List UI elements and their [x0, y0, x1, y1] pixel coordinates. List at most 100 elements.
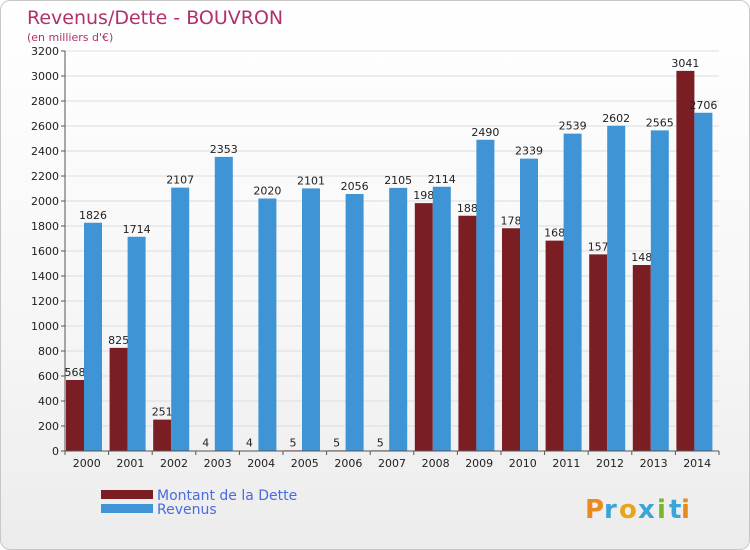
data-label: 2114 — [428, 173, 456, 186]
x-tick-label: 2014 — [683, 457, 711, 470]
bar-revenue — [302, 188, 320, 451]
y-tick-label: 3200 — [31, 45, 59, 58]
logo-letter: t — [669, 495, 681, 525]
x-tick-label: 2002 — [160, 457, 188, 470]
bar-revenue — [476, 139, 495, 451]
data-label: 2056 — [341, 180, 369, 193]
y-tick-label: 200 — [38, 420, 59, 433]
bar-revenue — [389, 187, 408, 451]
data-label: 5 — [377, 436, 384, 449]
bar-revenue — [214, 156, 233, 451]
y-tick-label: 1600 — [31, 245, 59, 258]
bar-debt — [632, 265, 651, 451]
bar-debt — [589, 254, 608, 451]
bar-debt — [66, 380, 84, 451]
x-tick-label: 2013 — [640, 457, 668, 470]
x-tick-label: 2006 — [334, 457, 362, 470]
data-label: 198 — [413, 189, 434, 202]
data-label: 2020 — [253, 185, 281, 198]
x-tick-label: 2003 — [204, 457, 232, 470]
logo-letter: i — [681, 495, 690, 525]
legend-label-debt: Montant de la Dette — [157, 488, 297, 504]
x-tick-label: 2009 — [465, 457, 493, 470]
x-tick-label: 2004 — [247, 457, 275, 470]
y-tick-label: 3000 — [31, 70, 59, 83]
bar-debt — [502, 228, 520, 451]
y-tick-label: 2200 — [31, 170, 59, 183]
data-label: 2339 — [515, 145, 543, 158]
data-label: 2490 — [471, 126, 499, 139]
logo-letter: r — [604, 495, 617, 525]
x-tick-label: 2012 — [596, 457, 624, 470]
data-label: 3041 — [671, 57, 699, 70]
bar-debt — [414, 203, 433, 451]
logo-letter: o — [619, 495, 637, 525]
data-label: 2565 — [646, 116, 674, 129]
bar-revenue — [127, 236, 146, 451]
legend-swatch-revenue — [101, 504, 153, 513]
data-label: 2101 — [297, 174, 325, 187]
y-tick-label: 1400 — [31, 270, 59, 283]
data-label: 2539 — [559, 120, 587, 133]
data-label: 188 — [457, 202, 478, 215]
bar-debt — [545, 240, 564, 451]
data-label: 2107 — [166, 174, 194, 187]
bar-revenue — [520, 158, 538, 451]
chart-subtitle: (en milliers d'€) — [27, 31, 113, 44]
legend-label-revenue: Revenus — [157, 502, 217, 518]
data-label: 1714 — [123, 223, 151, 236]
bar-debt — [109, 347, 128, 451]
x-tick-label: 2000 — [73, 457, 101, 470]
x-tick-label: 2010 — [509, 457, 537, 470]
bar-revenue — [171, 187, 190, 451]
bar-revenue — [607, 125, 626, 451]
data-label: 157 — [588, 240, 609, 253]
x-tick-label: 2005 — [291, 457, 319, 470]
data-label: 148 — [631, 251, 652, 264]
legend-swatch-debt — [101, 490, 153, 499]
logo-letter: P — [585, 495, 604, 525]
data-label: 825 — [108, 334, 129, 347]
data-label: 2602 — [602, 112, 630, 125]
bar-revenue — [84, 222, 102, 451]
bar-debt — [153, 419, 172, 451]
y-tick-label: 2600 — [31, 120, 59, 133]
data-label: 2105 — [384, 174, 412, 187]
data-label: 568 — [65, 366, 86, 379]
data-label: 4 — [246, 437, 253, 450]
bar-revenue — [258, 198, 277, 451]
bar-revenue — [650, 130, 669, 451]
data-label: 251 — [152, 406, 173, 419]
y-tick-label: 600 — [38, 370, 59, 383]
data-label: 1826 — [79, 209, 107, 222]
bar-revenue — [563, 133, 582, 451]
y-tick-label: 1000 — [31, 320, 59, 333]
bar-revenue — [432, 186, 451, 451]
data-label: 5 — [333, 436, 340, 449]
y-tick-label: 1800 — [31, 220, 59, 233]
data-label: 4 — [202, 437, 209, 450]
y-tick-label: 400 — [38, 395, 59, 408]
x-tick-label: 2007 — [378, 457, 406, 470]
y-tick-label: 2000 — [31, 195, 59, 208]
y-tick-label: 800 — [38, 345, 59, 358]
logo-letter: i — [657, 495, 666, 525]
y-tick-label: 0 — [52, 445, 59, 458]
x-tick-label: 2011 — [552, 457, 580, 470]
data-label: 168 — [544, 227, 565, 240]
y-tick-label: 2800 — [31, 95, 59, 108]
data-label: 5 — [290, 436, 297, 449]
bar-debt — [676, 70, 695, 451]
logo-letter: x — [638, 495, 655, 525]
data-label: 2353 — [210, 143, 238, 156]
y-tick-label: 1200 — [31, 295, 59, 308]
bar-debt — [458, 215, 477, 451]
bar-revenue — [345, 194, 364, 451]
data-label: 2706 — [689, 99, 717, 112]
x-tick-label: 2008 — [422, 457, 450, 470]
bar-revenue — [694, 112, 713, 451]
chart-title: Revenus/Dette - BOUVRON — [27, 7, 283, 29]
